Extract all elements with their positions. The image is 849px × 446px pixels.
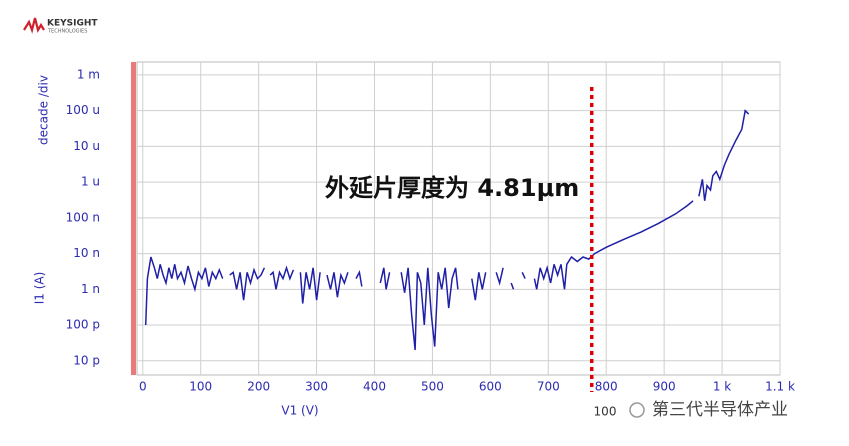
y-tick-label: 100 u — [66, 103, 100, 117]
logo-brand: KEYSIGHT — [47, 19, 98, 29]
logo-sub: TECHNOLOGIES — [47, 29, 87, 35]
y-tick-label: 100 n — [66, 210, 100, 224]
y-tick-label: 100 p — [66, 318, 100, 332]
watermark: 第三代半导体产业 — [629, 400, 788, 420]
y-axis-label: I1 (A) — [33, 272, 47, 305]
x-tick-label: 1.1 k — [765, 380, 795, 394]
y-tick-label: 1 m — [77, 67, 100, 81]
y-tick-label: 10 u — [73, 139, 100, 153]
watermark-icon — [629, 402, 645, 418]
x-tick-label: 400 — [363, 380, 386, 394]
data-line — [144, 109, 750, 351]
x-tick-label: 0 — [139, 380, 147, 394]
y-axis-unit: decade /div — [37, 75, 51, 145]
x-tick-label: 100 — [189, 380, 212, 394]
x-tick-label: 1 k — [713, 380, 731, 394]
y-tick-label: 1 n — [81, 282, 100, 296]
logo-icon — [23, 17, 45, 34]
x-tick-label: 200 — [247, 380, 270, 394]
x-tick-label: 900 — [653, 380, 676, 394]
x-tick-label: 300 — [305, 380, 328, 394]
x-axis-label: V1 (V) — [281, 404, 318, 418]
y-tick-label: 10 p — [73, 353, 100, 367]
x-tick-label: 700 — [537, 380, 560, 394]
annotation: 外延片厚度为 4.81μm — [325, 174, 579, 202]
marker-label: 100 — [594, 405, 617, 419]
y-tick-label: 10 n — [73, 246, 100, 260]
axis-bar — [131, 62, 136, 375]
x-tick-label: 500 — [421, 380, 444, 394]
logo: KEYSIGHT TECHNOLOGIES — [23, 17, 98, 35]
x-tick-label: 800 — [595, 380, 618, 394]
y-tick-label: 1 u — [81, 175, 100, 189]
x-tick-label: 600 — [479, 380, 502, 394]
watermark-text: 第三代半导体产业 — [652, 400, 788, 420]
plot-area — [136, 61, 781, 376]
